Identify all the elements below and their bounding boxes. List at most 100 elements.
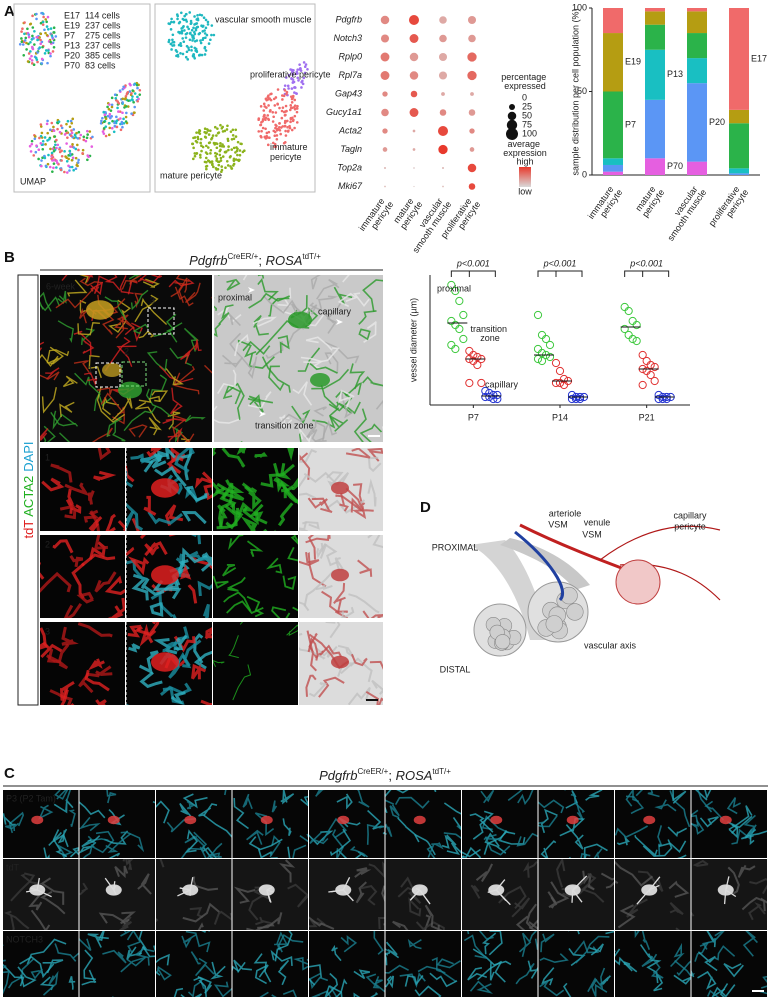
umap-point	[71, 143, 74, 146]
dot	[380, 71, 390, 80]
data-point	[489, 394, 498, 404]
umap-point	[284, 76, 288, 79]
cluster-label: vascular smooth muscle	[215, 14, 312, 24]
category-label: immature pericyte	[586, 182, 625, 226]
size-legend-dot	[506, 119, 518, 131]
structure	[113, 314, 129, 330]
axis-label: vascular axis	[584, 640, 637, 650]
structure	[362, 610, 370, 618]
structure	[40, 571, 72, 593]
umap-point	[34, 150, 38, 154]
structure	[194, 957, 215, 977]
structure	[248, 836, 283, 851]
structure	[69, 847, 79, 858]
umap-point	[262, 109, 266, 112]
structure	[112, 406, 126, 425]
structure	[83, 509, 100, 523]
data-point	[541, 334, 551, 344]
structure	[339, 492, 349, 512]
umap-point	[238, 149, 242, 152]
reporter: ROSA	[396, 768, 433, 783]
structure	[737, 864, 756, 878]
structure	[233, 797, 249, 830]
structure	[539, 980, 565, 997]
structure	[106, 790, 117, 804]
umap-point	[69, 134, 73, 138]
umap-point	[110, 105, 114, 109]
umap-point	[195, 22, 199, 25]
umap-point	[195, 131, 198, 134]
structure	[328, 985, 343, 997]
umap-point	[60, 154, 64, 158]
cell	[331, 481, 349, 495]
umap-point	[303, 71, 307, 75]
structure	[676, 960, 691, 976]
cell	[107, 815, 120, 825]
umap-point	[203, 127, 207, 131]
channel-label: tdT	[6, 862, 20, 872]
structure	[222, 384, 242, 405]
umap-point	[43, 156, 47, 160]
umap-point	[272, 115, 275, 119]
umap-point	[112, 130, 116, 134]
gene: Pdgfrb	[189, 253, 227, 268]
structure	[714, 945, 736, 961]
umap-point	[170, 48, 173, 51]
segment-label: E19	[625, 57, 641, 67]
structure	[540, 840, 557, 858]
umap-point	[77, 130, 81, 134]
structure	[668, 880, 690, 898]
structure	[104, 275, 121, 291]
structure	[102, 949, 127, 964]
umap-point	[122, 85, 125, 89]
umap-point	[111, 119, 114, 123]
structure	[246, 540, 264, 558]
structure	[176, 429, 195, 442]
structure	[431, 842, 444, 850]
line: transition	[470, 324, 509, 334]
umap-point	[210, 24, 214, 27]
structure	[140, 577, 165, 596]
umap-point	[208, 160, 212, 164]
micrograph-detail	[40, 535, 125, 618]
cell	[490, 815, 503, 825]
umap-point	[31, 34, 34, 38]
umap-point	[212, 165, 215, 169]
structure	[40, 296, 61, 312]
structure	[42, 959, 64, 974]
structure	[485, 833, 504, 843]
umap-point	[113, 93, 117, 97]
structure	[122, 859, 133, 870]
umap-point	[44, 164, 48, 168]
umap-point	[204, 136, 208, 139]
structure	[280, 790, 295, 805]
structure	[287, 883, 308, 908]
structure	[213, 910, 232, 925]
data-point	[555, 378, 565, 388]
dot	[409, 108, 419, 117]
umap-legend-sample: P20	[64, 50, 80, 60]
structure	[467, 931, 494, 940]
data-point	[545, 340, 555, 350]
umap-point	[193, 136, 197, 139]
structure	[146, 351, 168, 372]
umap-point	[290, 128, 294, 132]
structure	[575, 935, 610, 964]
structure	[204, 627, 212, 640]
data-point	[628, 334, 637, 344]
structure	[697, 970, 717, 990]
structure	[213, 575, 229, 589]
umap-point	[106, 114, 110, 118]
structure	[42, 970, 59, 996]
bar-segment	[729, 173, 749, 175]
structure	[30, 909, 51, 930]
structure	[300, 795, 308, 807]
data-point	[628, 316, 637, 326]
umap-point	[209, 152, 212, 155]
umap-point	[184, 36, 188, 39]
structure	[40, 877, 65, 905]
structure	[50, 463, 73, 483]
structure	[355, 881, 367, 904]
umap-point	[52, 45, 56, 49]
umap-point	[179, 42, 182, 45]
